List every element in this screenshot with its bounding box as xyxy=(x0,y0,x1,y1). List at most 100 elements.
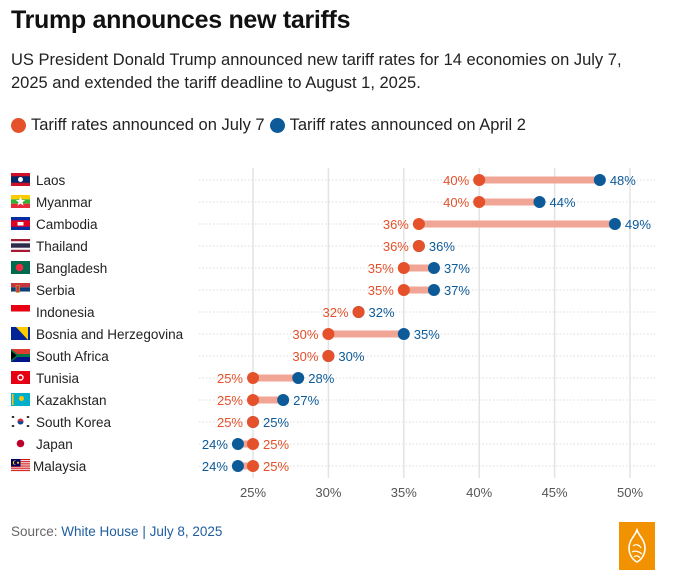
july7-dot xyxy=(397,284,410,296)
july7-value-label: 30% xyxy=(292,349,318,364)
chart-subtitle: US President Donald Trump announced new … xyxy=(11,51,622,92)
july7-dot xyxy=(352,306,365,318)
south-korea-flag-icon xyxy=(11,415,30,428)
country-label-bangladesh: Bangladesh xyxy=(36,261,107,276)
legend-item-april2: Tariff rates announced on April 2 xyxy=(269,116,526,135)
x-tick-label: 50% xyxy=(617,485,643,500)
legend-label-april2: Tariff rates announced on April 2 xyxy=(289,116,526,134)
april2-dot xyxy=(427,284,440,296)
july7-value-label: 35% xyxy=(368,261,394,276)
april2-value-label: 37% xyxy=(444,283,470,298)
april2-value-label: 25% xyxy=(263,415,289,430)
country-label-kazakhstan: Kazakhstan xyxy=(36,393,107,408)
cambodia-flag-icon xyxy=(11,217,30,230)
july7-dot xyxy=(247,416,259,428)
grid-layer xyxy=(252,168,631,478)
dumbbell-chart: Laos 40% 48% Myanmar 40% 44% Cambodia 36% 49% Tha… xyxy=(11,168,655,500)
x-tick-label: 25% xyxy=(240,485,266,500)
x-tick-label: 40% xyxy=(466,485,492,500)
april2-value-label: 27% xyxy=(293,393,319,408)
bosnia-flag-icon xyxy=(11,327,30,340)
april2-value-label: 24% xyxy=(202,437,228,452)
july7-value-label: 36% xyxy=(383,217,409,232)
country-label-bosnia-and-herzegovina: Bosnia and Herzegovina xyxy=(36,327,184,342)
country-label-malaysia: Malaysia xyxy=(33,459,87,474)
country-label-cambodia: Cambodia xyxy=(36,217,98,232)
july7-dot xyxy=(247,460,259,472)
july7-value-label: 40% xyxy=(443,173,469,188)
april2-dot xyxy=(277,394,290,406)
july7-dot xyxy=(247,372,259,384)
july7-value-label: 36% xyxy=(383,239,409,254)
april2-dot xyxy=(231,460,244,472)
country-label-south-korea: South Korea xyxy=(36,415,112,430)
country-label-tunisia: Tunisia xyxy=(36,371,80,386)
july7-value-label: 25% xyxy=(217,371,243,386)
country-label-japan: Japan xyxy=(36,437,73,452)
april2-value-label: 37% xyxy=(444,261,470,276)
april2-value-label: 32% xyxy=(369,305,395,320)
july7-dot xyxy=(397,262,410,274)
country-label-myanmar: Myanmar xyxy=(36,195,93,210)
legend-dot-july7-icon xyxy=(11,118,26,133)
country-label-thailand: Thailand xyxy=(36,239,88,254)
july7-value-label: 40% xyxy=(443,195,469,210)
april2-dot xyxy=(292,372,305,384)
july7-value-label: 25% xyxy=(217,415,243,430)
april2-value-label: 35% xyxy=(414,327,440,342)
july7-dot xyxy=(322,328,335,340)
april2-value-label: 48% xyxy=(610,173,636,188)
july7-value-label: 32% xyxy=(323,305,349,320)
july7-dot xyxy=(322,350,335,362)
april2-dot xyxy=(427,262,440,274)
marks-layer xyxy=(231,174,621,472)
july7-dot xyxy=(247,438,259,450)
source-line: Source: White House | July 8, 2025 xyxy=(11,524,222,539)
japan-flag-icon xyxy=(11,437,30,450)
april2-dot xyxy=(593,174,606,186)
april2-value-label: 28% xyxy=(308,371,334,386)
april2-value-label: 49% xyxy=(625,217,651,232)
country-label-south-africa: South Africa xyxy=(36,349,109,364)
malaysia-flag-icon xyxy=(11,459,30,472)
country-label-laos: Laos xyxy=(36,173,66,188)
july7-value-label: 25% xyxy=(263,437,289,452)
al-jazeera-logo-icon xyxy=(628,527,646,563)
april2-dot xyxy=(231,438,244,450)
july7-dot xyxy=(412,218,425,230)
country-label-serbia: Serbia xyxy=(36,283,76,298)
april2-value-label: 24% xyxy=(202,459,228,474)
myanmar-flag-icon xyxy=(11,195,30,208)
july7-dot xyxy=(473,196,486,208)
tunisia-flag-icon xyxy=(11,371,30,384)
south-africa-flag-icon xyxy=(11,349,30,362)
april2-value-label: 36% xyxy=(429,239,455,254)
april2-dot xyxy=(608,218,621,230)
indonesia-flag-icon xyxy=(11,305,30,318)
chart-title: Trump announces new tariffs xyxy=(11,6,351,34)
thailand-flag-icon xyxy=(11,239,30,252)
legend-item-july7: Tariff rates announced on July 7 xyxy=(11,116,265,135)
x-tick-label: 30% xyxy=(315,485,341,500)
source-prefix: Source: xyxy=(11,524,62,539)
source-link[interactable]: White House | July 8, 2025 xyxy=(61,524,223,539)
july7-dot xyxy=(412,240,425,252)
laos-flag-icon xyxy=(11,173,30,186)
bangladesh-flag-icon xyxy=(11,261,30,274)
july7-dot xyxy=(473,174,486,186)
x-tick-label: 35% xyxy=(391,485,417,500)
april2-dot xyxy=(397,328,410,340)
legend-label-july7: Tariff rates announced on July 7 xyxy=(31,116,265,134)
july7-value-label: 25% xyxy=(217,393,243,408)
legend-dot-april2-icon xyxy=(269,118,285,133)
x-tick-label: 45% xyxy=(542,485,568,500)
legend: Tariff rates announced on July 7 Tariff … xyxy=(11,116,531,135)
april2-value-label: 30% xyxy=(338,349,364,364)
july7-value-label: 30% xyxy=(292,327,318,342)
april2-dot xyxy=(533,196,546,208)
april2-value-label: 44% xyxy=(550,195,576,210)
kazakhstan-flag-icon xyxy=(11,393,30,406)
x-axis: 25% 30% 35% 40% 45% 50% xyxy=(240,485,643,500)
july7-value-label: 25% xyxy=(263,459,289,474)
al-jazeera-logo xyxy=(619,522,655,570)
